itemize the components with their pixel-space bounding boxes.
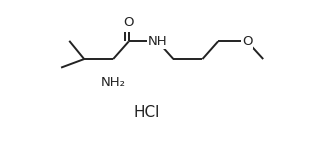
Text: O: O [242,35,252,48]
Text: NH₂: NH₂ [101,76,126,89]
Text: NH: NH [148,35,167,48]
Text: HCl: HCl [133,105,160,120]
Text: O: O [124,16,134,29]
